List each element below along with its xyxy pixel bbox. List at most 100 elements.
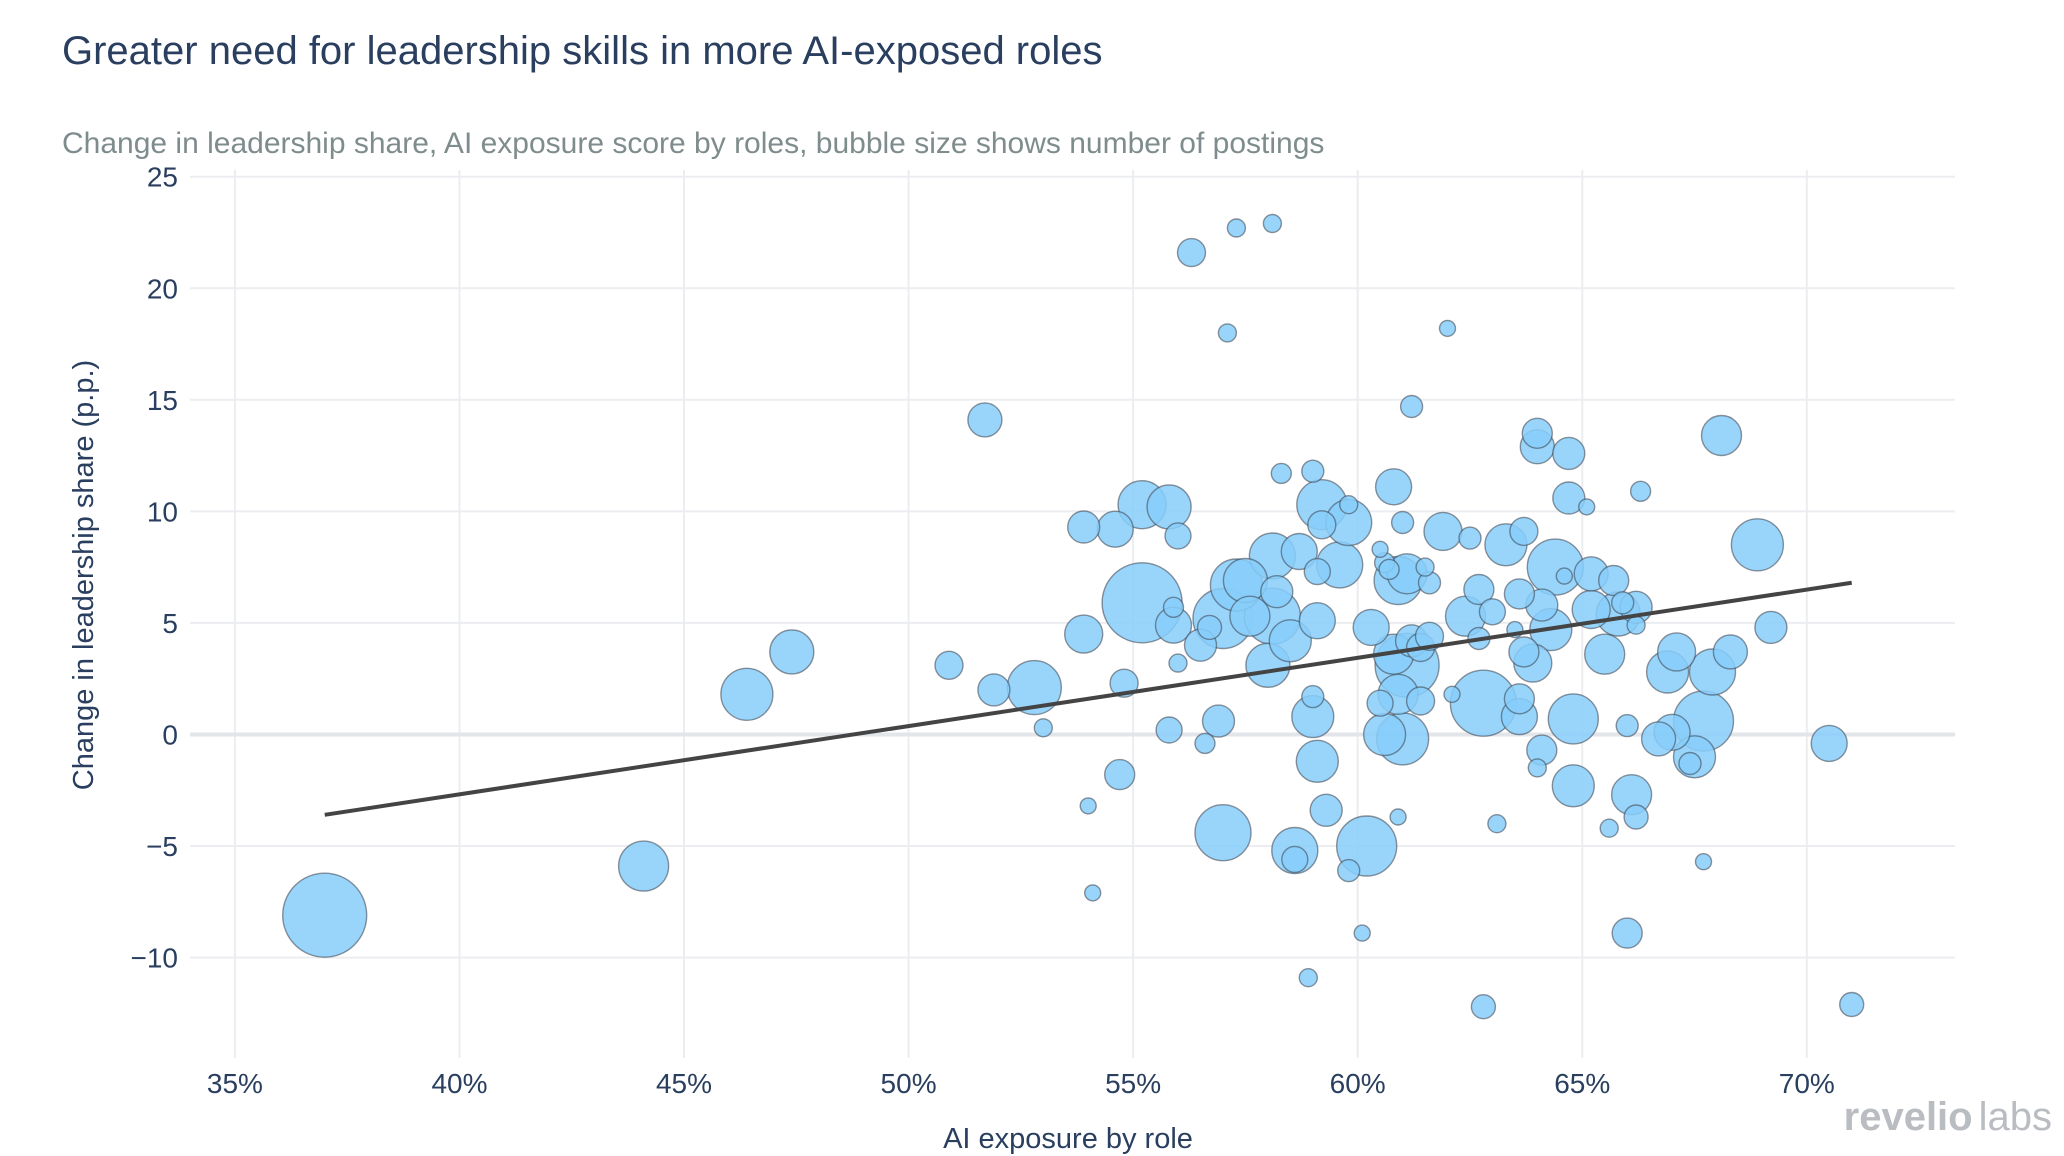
bubble-point[interactable] — [1730, 518, 1785, 572]
bubble-point[interactable] — [1083, 884, 1102, 902]
bubble-point[interactable] — [1399, 394, 1424, 419]
bubble-point[interactable] — [1508, 636, 1540, 668]
bubble-point[interactable] — [1268, 619, 1313, 663]
bubble-point[interactable] — [1389, 808, 1407, 826]
bubble-point[interactable] — [1583, 633, 1626, 675]
bubble-point[interactable] — [1063, 614, 1104, 654]
bubble-point[interactable] — [1196, 614, 1223, 641]
bubble-point[interactable] — [1066, 510, 1101, 544]
bubble-point[interactable] — [1458, 526, 1482, 550]
bubble-point[interactable] — [1615, 713, 1639, 738]
bubble-point[interactable] — [1838, 991, 1865, 1018]
bubble-point[interactable] — [1103, 758, 1136, 791]
bubble-point[interactable] — [1270, 462, 1293, 485]
bubble-point[interactable] — [1336, 858, 1361, 883]
y-tick-label: 5 — [162, 608, 178, 639]
bubble-point[interactable] — [1555, 567, 1574, 585]
bubble-point[interactable] — [1599, 818, 1619, 838]
bubble-point[interactable] — [1301, 684, 1325, 709]
bubble-point[interactable] — [1640, 721, 1677, 757]
bubble-point[interactable] — [1443, 685, 1461, 703]
bubble-point[interactable] — [1700, 414, 1743, 457]
bubble-point[interactable] — [1371, 540, 1389, 558]
bubble-point[interactable] — [1438, 319, 1457, 338]
bubble-point[interactable] — [967, 402, 1003, 438]
bubble-point[interactable] — [1414, 621, 1445, 651]
bubble-point[interactable] — [1378, 558, 1400, 581]
bubble-point[interactable] — [1487, 814, 1507, 834]
bubble-point[interactable] — [1226, 218, 1247, 238]
bubble-point[interactable] — [1201, 704, 1236, 738]
bubble-point[interactable] — [1303, 557, 1332, 586]
bubble-point[interactable] — [1280, 532, 1319, 571]
bubble-point[interactable] — [1463, 573, 1495, 606]
bubble-point[interactable] — [1552, 481, 1586, 515]
bubble-point[interactable] — [1262, 213, 1283, 234]
bubble-point[interactable] — [1423, 511, 1463, 552]
bubble-point[interactable] — [1162, 596, 1185, 618]
bubble-point[interactable] — [1503, 683, 1536, 715]
bubble-point[interactable] — [1229, 595, 1271, 637]
bubble-point[interactable] — [1295, 739, 1340, 783]
bubble-point[interactable] — [1656, 632, 1697, 672]
bubble-point[interactable] — [1298, 968, 1319, 988]
bubble-point[interactable] — [1079, 797, 1097, 815]
bubble-point[interactable] — [1712, 634, 1749, 670]
bubble-point[interactable] — [1478, 598, 1507, 626]
bubble-point[interactable] — [1754, 610, 1788, 645]
bubble-point[interactable] — [1551, 764, 1596, 808]
bubble-point[interactable] — [617, 840, 670, 892]
bubble-point[interactable] — [1678, 751, 1702, 776]
bubble-point[interactable] — [1164, 522, 1192, 550]
bubble-point[interactable] — [1301, 459, 1325, 483]
bubble-point[interactable] — [1405, 686, 1436, 716]
bubble-point[interactable] — [1626, 615, 1646, 635]
bubble-point[interactable] — [1552, 436, 1586, 471]
bubble-point[interactable] — [1366, 689, 1394, 717]
bubble-point[interactable] — [1096, 510, 1134, 548]
logo-part-labs: labs — [1979, 1095, 2052, 1139]
bubble-point[interactable] — [1527, 758, 1548, 778]
y-tick-label: 15 — [147, 385, 178, 416]
bubble-point[interactable] — [1353, 924, 1371, 942]
bubble-point[interactable] — [1610, 591, 1635, 615]
bubble-point[interactable] — [1503, 578, 1536, 610]
bubble-point[interactable] — [1217, 323, 1238, 343]
bubble-point[interactable] — [1338, 495, 1359, 515]
bubble-point[interactable] — [1260, 575, 1294, 609]
bubble-point[interactable] — [1810, 724, 1848, 763]
bubble-point[interactable] — [720, 667, 774, 721]
bubble-point[interactable] — [1694, 853, 1713, 871]
bubble-point[interactable] — [1146, 484, 1192, 530]
bubble-point[interactable] — [1033, 718, 1054, 738]
bubble-point[interactable] — [1597, 564, 1630, 597]
bubble-point[interactable] — [1390, 510, 1415, 535]
bubble-point[interactable] — [1374, 468, 1413, 506]
bubble-point[interactable] — [282, 872, 368, 958]
bubble-point[interactable] — [1629, 480, 1652, 502]
bubble-point[interactable] — [1194, 732, 1216, 755]
bubble-point[interactable] — [934, 650, 964, 680]
bubble-point[interactable] — [1155, 716, 1183, 744]
bubble-point[interactable] — [1362, 712, 1407, 757]
bubble-point[interactable] — [1577, 498, 1596, 516]
bubble-point[interactable] — [1176, 237, 1207, 268]
bubble-point[interactable] — [769, 629, 815, 675]
bubble-point[interactable] — [1352, 608, 1390, 647]
bubble-point[interactable] — [1611, 917, 1643, 949]
bubble-point[interactable] — [1298, 602, 1337, 640]
bubble-point[interactable] — [1470, 994, 1497, 1020]
bubble-point[interactable] — [1309, 793, 1343, 827]
bubble-point[interactable] — [1168, 653, 1188, 673]
bubble-point[interactable] — [1521, 417, 1554, 449]
bubble-point[interactable] — [1547, 693, 1600, 745]
bubble-point[interactable] — [1281, 845, 1309, 874]
bubble-point[interactable] — [1415, 557, 1435, 577]
bubble-point[interactable] — [977, 673, 1011, 707]
bubble-point[interactable] — [1509, 516, 1539, 547]
bubble-point[interactable] — [1307, 510, 1337, 540]
bubble-point[interactable] — [1194, 804, 1252, 862]
bubble-point[interactable] — [1109, 668, 1139, 698]
bubble-point[interactable] — [1623, 804, 1649, 830]
